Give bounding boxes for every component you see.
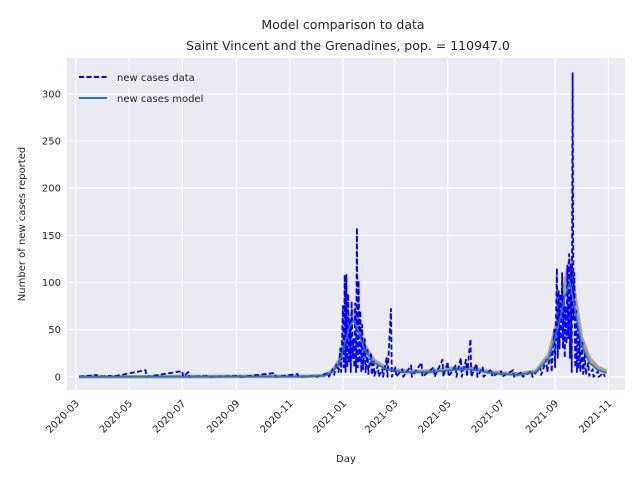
series-layer	[79, 72, 607, 378]
x-tick-label: 2020-09	[205, 398, 242, 435]
x-tick-label: 2021-03	[363, 398, 400, 435]
new-cases-model-line	[79, 281, 607, 378]
x-tick-label: 2021-01	[312, 398, 349, 435]
x-tick-label: 2021-11	[577, 398, 614, 435]
legend: new cases data new cases model	[79, 73, 203, 105]
y-axis-label: Number of new cases reported	[17, 147, 28, 301]
x-tick-label: 2020-05	[98, 398, 135, 435]
x-tick-label: 2021-07	[470, 398, 507, 435]
y-tick-label: 250	[42, 137, 61, 148]
x-tick-label: 2020-03	[45, 398, 82, 435]
x-tick-label: 2020-11	[258, 398, 295, 435]
legend-label-model: new cases model	[117, 94, 203, 105]
legend-label-data: new cases data	[117, 73, 195, 84]
y-tick-label: 0	[55, 372, 61, 383]
chart-title: Model comparison to data	[261, 17, 424, 32]
y-tick-label: 150	[42, 231, 61, 242]
chart-subtitle: Saint Vincent and the Grenadines, pop. =…	[186, 38, 510, 53]
x-tick-label: 2021-05	[417, 398, 454, 435]
x-tick-label: 2021-09	[524, 398, 561, 435]
y-tick-label: 50	[48, 325, 61, 336]
x-tick-label: 2020-07	[151, 398, 188, 435]
x-axis-label: Day	[336, 454, 356, 465]
x-axis-ticks: 2020-03 2020-05 2020-07 2020-09 2020-11 2021-…	[45, 398, 615, 435]
y-tick-label: 100	[42, 278, 61, 289]
y-tick-label: 300	[42, 89, 61, 100]
y-axis-ticks: 0 50 100 150 200 250 300	[42, 89, 61, 383]
y-tick-label: 200	[42, 184, 61, 195]
